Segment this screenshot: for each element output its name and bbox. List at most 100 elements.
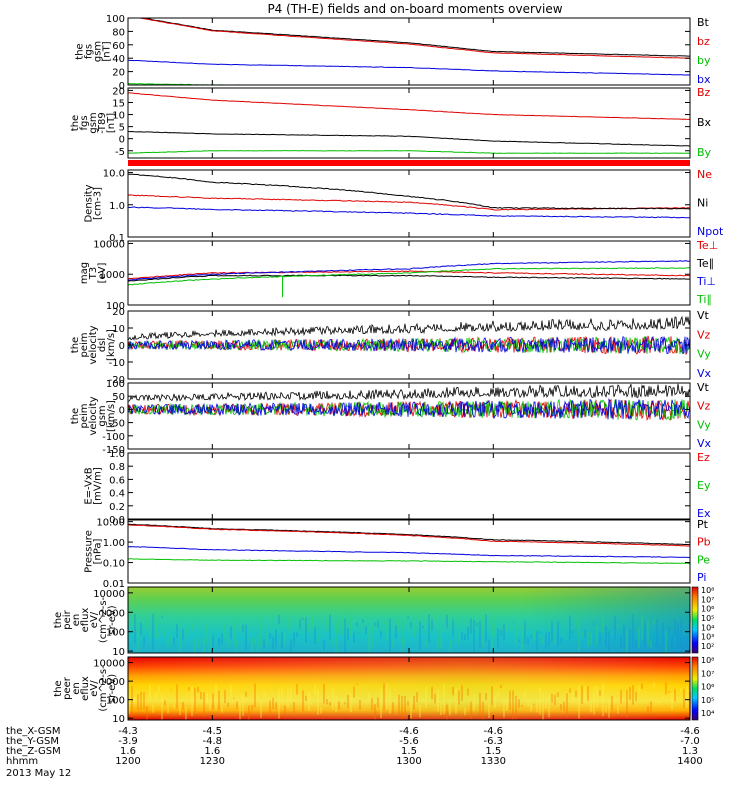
spectrogram-column bbox=[623, 704, 625, 706]
series-line-Te⊥ bbox=[127, 270, 691, 280]
spectrogram-column bbox=[452, 619, 454, 637]
y-tick-label: -20 bbox=[109, 375, 125, 386]
y-axis-label-line: eV/ bbox=[89, 611, 100, 628]
spectrogram-column bbox=[323, 639, 325, 651]
spectrogram-column bbox=[329, 614, 331, 640]
y-axis-label-line: -T89 bbox=[97, 112, 108, 134]
spectrogram-column bbox=[410, 696, 412, 719]
spectrogram-column bbox=[191, 686, 193, 717]
spectrogram-column bbox=[350, 615, 352, 637]
colorbar-label: 10⁷ bbox=[701, 595, 714, 604]
y-axis-label-line: [eV] bbox=[97, 263, 108, 284]
spectrogram-column bbox=[362, 619, 364, 624]
spectrogram-column bbox=[539, 631, 541, 634]
spectrogram-column bbox=[206, 692, 208, 705]
spectrogram-column bbox=[497, 692, 499, 696]
spectrogram-column bbox=[236, 701, 238, 710]
y-tick-label: 0.10 bbox=[103, 559, 125, 570]
spectrogram-column bbox=[473, 694, 475, 711]
spectrogram-column bbox=[608, 630, 610, 651]
y-axis-label-line: peim bbox=[79, 332, 90, 357]
spectrogram-column bbox=[260, 618, 262, 647]
spectrogram-column bbox=[500, 629, 502, 637]
spectrogram-column bbox=[398, 694, 400, 716]
colorbar bbox=[691, 586, 699, 654]
series-line-Bz bbox=[128, 92, 691, 120]
spectrogram-column bbox=[335, 621, 337, 652]
y-tick-label: 100 bbox=[106, 14, 125, 25]
spectrogram-column bbox=[521, 704, 523, 707]
spectrogram-column bbox=[239, 701, 241, 720]
y-tick-label: 100 bbox=[106, 628, 125, 639]
spectrogram-column bbox=[557, 692, 559, 697]
spectrogram-column bbox=[281, 631, 283, 649]
y-axis-label-line: gsm bbox=[93, 41, 104, 62]
spectrogram-column bbox=[515, 625, 517, 644]
spectrogram-column bbox=[212, 635, 214, 650]
spectrogram-column bbox=[521, 625, 523, 652]
y-tick-label: 50 bbox=[112, 392, 125, 403]
spectrogram-column bbox=[362, 686, 364, 688]
spectrogram-column bbox=[302, 617, 304, 620]
spectrogram-column bbox=[329, 702, 331, 706]
spectrogram-column bbox=[536, 700, 538, 713]
spectrogram-column bbox=[644, 690, 646, 693]
spectrogram-column bbox=[194, 687, 196, 712]
legend-Pe: Pe bbox=[697, 553, 710, 566]
spectrogram-column bbox=[662, 622, 664, 647]
y-tick-label: 60 bbox=[112, 41, 125, 52]
plot-frame bbox=[127, 452, 691, 520]
spectrogram-column bbox=[425, 639, 427, 648]
y-axis-label-line: peer bbox=[62, 676, 73, 700]
spectrogram-column bbox=[152, 613, 154, 651]
y-axis-label-line: eflux bbox=[80, 608, 91, 633]
spectrogram-column bbox=[554, 694, 556, 706]
spectrogram-column bbox=[131, 618, 133, 625]
spectrogram-column bbox=[188, 687, 190, 691]
spectrogram-column bbox=[599, 690, 601, 696]
spectrogram-column bbox=[533, 704, 535, 706]
legend-Te∥: Te∥ bbox=[696, 257, 714, 270]
spectrogram-column bbox=[680, 617, 682, 651]
spectrogram-column bbox=[632, 685, 634, 705]
spectrogram-column bbox=[167, 703, 169, 714]
panel-3: 10.0 1.0 0.1 Density[cm-3] Ne Ni Npot bbox=[84, 168, 724, 244]
spectrogram-column bbox=[620, 635, 622, 649]
spectrogram-column bbox=[377, 697, 379, 708]
y-tick-label: 40 bbox=[112, 54, 125, 65]
spectrogram-column bbox=[134, 613, 136, 644]
spectrogram-column bbox=[275, 629, 277, 648]
y-axis-label-line: mag bbox=[79, 262, 90, 284]
spectrogram-column bbox=[227, 634, 229, 648]
spectrogram-column bbox=[569, 615, 571, 640]
x-row-label: hhmm bbox=[6, 756, 38, 767]
spectrogram-column bbox=[509, 690, 511, 710]
x-row-value: -7.0 bbox=[680, 736, 700, 747]
y-axis-label-line: peir bbox=[62, 609, 73, 629]
spectrogram-column bbox=[491, 623, 493, 652]
spectrogram-column bbox=[635, 639, 637, 650]
spectrogram-column bbox=[584, 629, 586, 637]
legend-Vt: Vt bbox=[697, 309, 710, 322]
spectrogram-column bbox=[218, 690, 220, 710]
x-row-value: 1.3 bbox=[682, 746, 698, 757]
spectrogram-column bbox=[581, 685, 583, 704]
spectrogram-column bbox=[506, 697, 508, 711]
spectrogram-column bbox=[371, 698, 373, 710]
y-axis-label-line: sr-eV) bbox=[107, 674, 118, 703]
spectrogram-column bbox=[551, 693, 553, 703]
spectrogram-column bbox=[278, 614, 280, 625]
spectrogram-column bbox=[293, 702, 295, 713]
spectrogram-column bbox=[260, 700, 262, 718]
spectrogram-column bbox=[530, 634, 532, 639]
series-line-Te∥ bbox=[127, 274, 690, 282]
spectrogram-column bbox=[182, 701, 184, 710]
y-axis-label-line: eV/ bbox=[89, 680, 100, 697]
spectrogram-column bbox=[194, 638, 196, 653]
spectrogram-column bbox=[674, 688, 676, 702]
y-axis-label: Density[cm-3] bbox=[84, 184, 104, 222]
panel-7: 1.0 0.8 0.6 0.4 0.2 0.0 E=-VxB[mV/m] Ez Ey Ex bbox=[84, 449, 711, 526]
spectrogram-texture bbox=[128, 682, 691, 720]
spectrogram-column bbox=[380, 689, 382, 718]
